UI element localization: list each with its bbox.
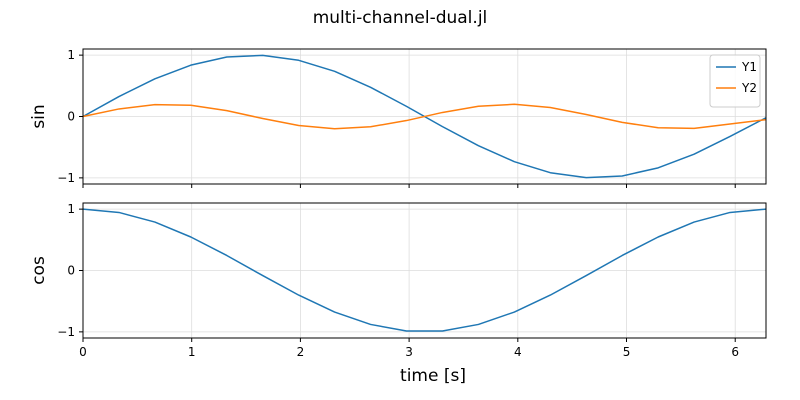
y-axis-title: cos [29, 256, 49, 285]
legend-label-y2: Y2 [741, 81, 757, 95]
y-tick-label: −1 [57, 325, 75, 339]
chart-title: multi-channel-dual.jl [313, 8, 488, 28]
x-tick-label: 0 [79, 345, 87, 359]
y-tick-label: −1 [57, 171, 75, 185]
y-tick-label: 1 [67, 202, 75, 216]
series-line-y2 [82, 103, 767, 130]
y-tick-label: 1 [67, 48, 75, 62]
x-tick-label: 5 [623, 345, 631, 359]
panel-cos: 0 1 2 3 4 5 6 −1 0 1 cos [29, 202, 767, 359]
x-tick-label: 1 [188, 345, 196, 359]
x-tick-label: 6 [731, 345, 739, 359]
panel-sin: −1 0 1 sin Y1 Y2 [29, 48, 767, 188]
legend-box [709, 54, 761, 108]
y-tick-label: 0 [67, 110, 75, 124]
x-tick-label: 2 [297, 345, 305, 359]
y-tick-label: 0 [67, 264, 75, 278]
x-tick-label: 4 [514, 345, 522, 359]
y-axis-title: sin [29, 104, 49, 128]
legend-label-y1: Y1 [741, 60, 757, 74]
x-tick-label: 3 [405, 345, 413, 359]
x-axis-title: time [s] [400, 366, 466, 386]
series-line-cos-0 [82, 208, 767, 332]
